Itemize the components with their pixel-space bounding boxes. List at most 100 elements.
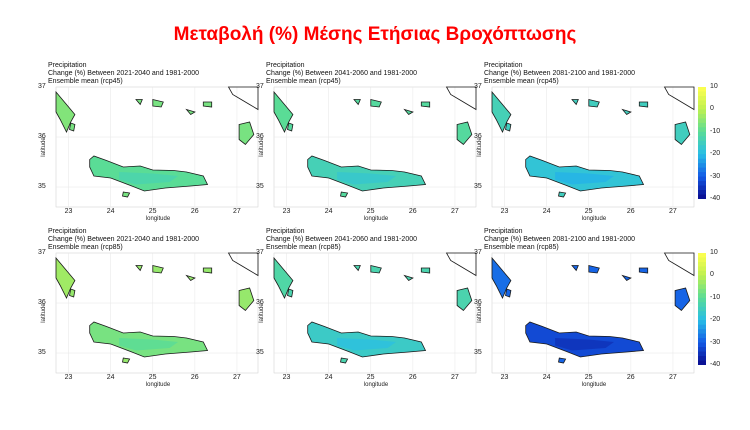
land-island xyxy=(152,264,164,274)
y-tick-label: 36 xyxy=(38,133,46,140)
colorbar: 10 0 -10 -20 -30 -40 xyxy=(698,83,720,204)
precip-map xyxy=(55,86,259,208)
colorbar-tick-label: -30 xyxy=(710,172,721,180)
colorbar-step xyxy=(698,91,706,97)
x-tick-label: 26 xyxy=(408,208,417,215)
contour-region xyxy=(337,338,396,351)
colorbar-step xyxy=(698,275,706,281)
land-island xyxy=(420,267,431,274)
contour-region xyxy=(555,172,614,185)
land-island xyxy=(122,357,131,364)
y-axis-label: latitude xyxy=(477,303,483,323)
land-island xyxy=(588,264,600,274)
y-tick-label: 37 xyxy=(474,249,482,256)
land-island xyxy=(674,121,691,146)
map-panel: Precipitation Change (%) Between 2021-204… xyxy=(38,228,268,393)
panel-title-line: Ensemble mean (rcp45) xyxy=(48,78,123,85)
colorbar-step xyxy=(698,253,706,258)
colorbar-step xyxy=(698,297,706,303)
panel-title: Precipitation Change (%) Between 2041-206… xyxy=(266,228,417,252)
colorbar: 10 0 -10 -20 -30 -40 xyxy=(698,249,720,370)
y-tick-label: 36 xyxy=(256,133,264,140)
colorbar-tick-label: 10 xyxy=(710,249,718,256)
land-peloponnese xyxy=(273,256,294,299)
land-peloponnese xyxy=(55,90,76,133)
x-tick-label: 25 xyxy=(366,208,375,215)
land-peloponnese xyxy=(491,256,512,299)
y-tick-label: 35 xyxy=(474,349,482,356)
panel-title-line: Ensemble mean (rcp85) xyxy=(484,244,559,251)
map-panel: Precipitation Change (%) Between 2081-210… xyxy=(474,228,720,393)
x-tick-label: 26 xyxy=(408,374,417,381)
x-tick-label: 25 xyxy=(148,208,157,215)
map-panel: Precipitation Change (%) Between 2041-206… xyxy=(256,228,486,393)
panel-title-line: Precipitation xyxy=(48,228,87,235)
contour-region xyxy=(337,172,396,185)
x-tick-label: 23 xyxy=(500,374,509,381)
precip-map xyxy=(273,252,477,374)
colorbar-step xyxy=(698,136,706,142)
x-axis-label: longitude xyxy=(145,382,171,388)
colorbar-step xyxy=(698,172,706,178)
land-island xyxy=(638,101,649,108)
colorbar-step xyxy=(698,284,706,290)
colorbar-step xyxy=(698,149,706,155)
contour-region xyxy=(555,338,614,351)
land-island xyxy=(122,191,131,198)
panel-title-line: Precipitation xyxy=(484,62,523,69)
precip-map xyxy=(273,86,477,208)
precip-map xyxy=(55,252,259,374)
colorbar-step xyxy=(698,87,706,92)
land-island xyxy=(403,108,414,116)
coastline-outline xyxy=(445,252,477,277)
land-island xyxy=(287,288,294,298)
colorbar-step xyxy=(698,320,706,326)
colorbar-step xyxy=(698,122,706,128)
coastline-outline xyxy=(663,86,695,111)
panel-title-line: Precipitation xyxy=(484,228,523,235)
land-island xyxy=(558,357,567,364)
x-tick-label: 26 xyxy=(190,374,199,381)
colorbar-step xyxy=(698,279,706,285)
colorbar-tick-label: -40 xyxy=(710,195,721,202)
x-axis-label: longitude xyxy=(363,216,389,222)
land-island xyxy=(370,98,382,108)
colorbar-step xyxy=(698,118,706,124)
land-island xyxy=(674,287,691,312)
land-island xyxy=(238,287,255,312)
land-island xyxy=(353,265,361,272)
panel-title-line: Change (%) Between 2021-2040 and 1981-20… xyxy=(48,236,200,243)
colorbar-step xyxy=(698,100,706,106)
colorbar-step xyxy=(698,167,706,173)
y-tick-label: 37 xyxy=(38,249,46,256)
land-island xyxy=(135,99,143,106)
coastline-outline xyxy=(227,252,259,277)
map-panel: Precipitation Change (%) Between 2081-210… xyxy=(474,62,720,227)
x-tick-label: 25 xyxy=(148,374,157,381)
land-island xyxy=(456,287,473,312)
colorbar-tick-label: -20 xyxy=(710,150,721,158)
land-island xyxy=(456,121,473,146)
panel-title: Precipitation Change (%) Between 2041-206… xyxy=(266,62,417,86)
x-tick-label: 26 xyxy=(626,374,635,381)
y-tick-label: 35 xyxy=(38,349,46,356)
x-tick-label: 24 xyxy=(324,374,333,381)
panel-title: Precipitation Change (%) Between 2021-204… xyxy=(48,228,199,252)
panel-title-line: Precipitation xyxy=(266,228,305,235)
colorbar-step xyxy=(698,351,706,357)
land-peloponnese xyxy=(55,256,76,299)
x-tick-label: 26 xyxy=(626,208,635,215)
colorbar-step xyxy=(698,261,706,267)
y-tick-label: 36 xyxy=(256,299,264,306)
panel-title-line: Precipitation xyxy=(266,62,305,69)
colorbar-step xyxy=(698,104,706,110)
contour-region xyxy=(119,172,178,185)
colorbar-step xyxy=(698,311,706,317)
colorbar-step xyxy=(698,181,706,187)
colorbar-step xyxy=(698,190,706,196)
x-tick-label: 23 xyxy=(64,374,73,381)
x-tick-label: 24 xyxy=(106,208,115,215)
x-tick-label: 26 xyxy=(190,208,199,215)
y-axis-label: latitude xyxy=(41,303,47,323)
x-tick-label: 27 xyxy=(232,208,241,215)
